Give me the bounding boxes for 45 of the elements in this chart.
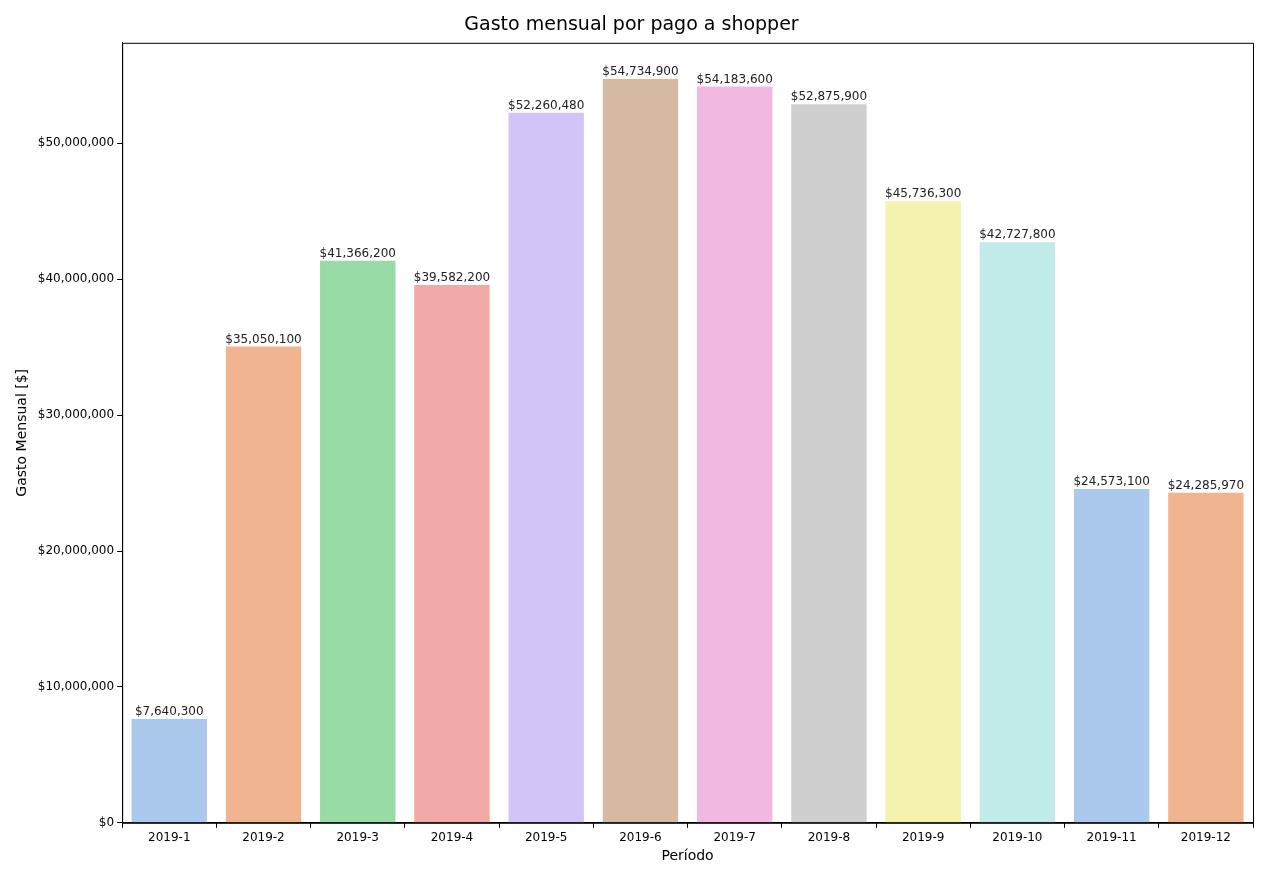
x-tick-label: 2019-7 bbox=[713, 830, 756, 845]
bar bbox=[602, 79, 679, 823]
data-label: $45,736,300 bbox=[884, 186, 962, 201]
data-label: $52,875,900 bbox=[790, 89, 868, 104]
data-label: $7,640,300 bbox=[134, 704, 204, 719]
x-tick-label: 2019-3 bbox=[336, 830, 379, 845]
bar bbox=[131, 718, 207, 823]
x-tick-label: 2019-4 bbox=[430, 830, 474, 845]
bar bbox=[320, 260, 396, 823]
y-tick-label: $0 bbox=[98, 814, 115, 829]
x-axis-title: Período bbox=[661, 847, 714, 864]
x-tick-label: 2019-10 bbox=[992, 830, 1043, 845]
data-label: $54,183,600 bbox=[696, 71, 773, 86]
y-tick-label: $10,000,000 bbox=[37, 679, 115, 694]
bar bbox=[791, 104, 867, 823]
x-tick-label: 2019-11 bbox=[1086, 830, 1137, 845]
y-axis-title: Gasto Mensual [$] bbox=[13, 368, 30, 497]
bar bbox=[885, 201, 961, 823]
data-label: $52,260,480 bbox=[508, 97, 585, 112]
bar bbox=[508, 112, 584, 823]
data-label: $54,734,900 bbox=[602, 64, 679, 79]
x-tick-label: 2019-8 bbox=[807, 830, 851, 845]
y-tick-label: $50,000,000 bbox=[37, 135, 115, 150]
bar bbox=[697, 86, 773, 823]
data-label: $41,366,200 bbox=[319, 245, 396, 260]
bar bbox=[979, 242, 1056, 823]
data-label: $24,285,970 bbox=[1167, 477, 1245, 492]
data-label: $24,573,100 bbox=[1073, 474, 1150, 488]
y-tick-label: $40,000,000 bbox=[37, 271, 115, 286]
data-label: $39,582,200 bbox=[413, 270, 491, 285]
y-tick-label: $20,000,000 bbox=[37, 543, 115, 558]
bar bbox=[225, 346, 302, 823]
x-tick-label: 2019-6 bbox=[619, 830, 662, 845]
x-tick-label: 2019-5 bbox=[524, 830, 568, 845]
data-label: $42,727,800 bbox=[979, 227, 1056, 242]
bar bbox=[1168, 492, 1244, 823]
bar bbox=[1073, 488, 1150, 823]
x-tick-label: 2019-2 bbox=[242, 830, 285, 845]
chart-title: Gasto mensual por pago a shopper bbox=[464, 12, 799, 35]
y-tick-label: $30,000,000 bbox=[37, 407, 115, 422]
x-tick-label: 2019-9 bbox=[901, 830, 945, 845]
x-tick-label: 2019-12 bbox=[1180, 830, 1231, 845]
bar bbox=[414, 284, 490, 823]
data-label: $35,050,100 bbox=[225, 331, 302, 346]
x-tick-label: 2019-1 bbox=[148, 830, 191, 845]
